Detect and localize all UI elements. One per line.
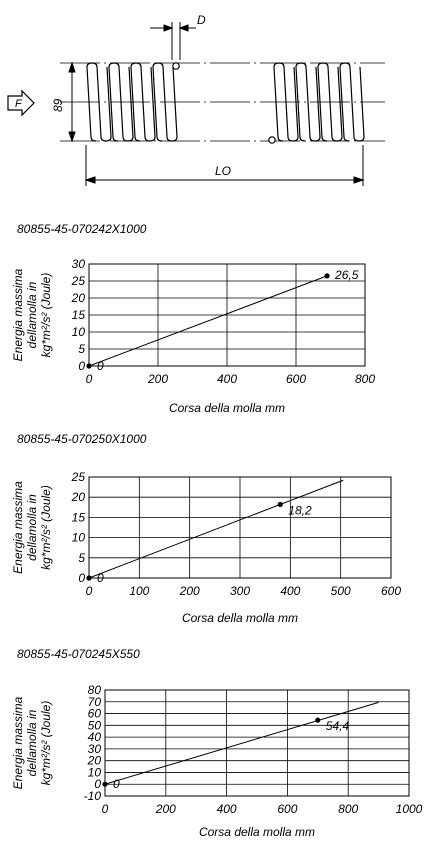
- x-tick-label: 300: [230, 584, 250, 598]
- data-label: 0: [113, 777, 120, 791]
- chart-title: 80855-45-070250X1000: [17, 432, 147, 446]
- y-tick-label: 0: [78, 571, 85, 585]
- y-axis-label: kg*m²/s² (Joule): [39, 485, 53, 570]
- chart-title: 80855-45-070245X550: [17, 647, 140, 661]
- y-tick-label: 15: [72, 510, 86, 524]
- data-point: [86, 363, 92, 369]
- x-tick-label: 400: [280, 584, 300, 598]
- x-tick-label: 1000: [396, 802, 423, 816]
- y-tick-label: 10: [72, 531, 86, 545]
- x-tick-label: 200: [155, 802, 176, 816]
- x-tick-label: 600: [286, 372, 306, 386]
- x-axis-label: Corsa della molla mm: [199, 825, 315, 839]
- y-tick-label: 30: [72, 257, 86, 271]
- x-tick-label: 0: [86, 372, 93, 386]
- y-tick-label: 50: [88, 718, 102, 732]
- y-tick-label: -10: [84, 789, 102, 803]
- x-tick-label: 800: [338, 802, 358, 816]
- chart-3-block: 80855-45-070245X550 -10 0 10 20 30 40 50 60 70 80…: [0, 643, 436, 856]
- x-tick-label: 600: [277, 802, 297, 816]
- y-axis-label: kg*m²/s² (Joule): [39, 701, 53, 786]
- y-tick-label: 60: [88, 707, 102, 721]
- x-tick-label: 800: [355, 372, 375, 386]
- diameter-label: D: [197, 13, 206, 27]
- x-tick-label: 600: [381, 584, 401, 598]
- series-line: [104, 701, 379, 785]
- spring-coils-right: [273, 62, 365, 142]
- x-tick-label: 200: [147, 372, 168, 386]
- height-label: 89: [51, 98, 65, 112]
- plot-frame: [104, 689, 410, 797]
- data-point: [102, 781, 108, 787]
- y-axis-label: Energia massima: [11, 696, 25, 789]
- series-line: [88, 275, 328, 367]
- y-axis-label: dellamolla in: [25, 281, 39, 348]
- y-tick-label: 0: [78, 359, 85, 373]
- y-axis-label: kg*m²/s² (Joule): [39, 273, 53, 358]
- y-tick-label: 70: [88, 695, 102, 709]
- x-tick-label: 0: [102, 802, 109, 816]
- x-tick-label: 0: [86, 584, 93, 598]
- data-label: 26,5: [334, 268, 359, 282]
- length-label: LO: [215, 164, 231, 178]
- spring-diagram: F D 89 LO: [7, 13, 385, 186]
- y-tick-label: 15: [72, 308, 86, 322]
- y-tick-label: 20: [71, 490, 86, 504]
- y-tick-label: 20: [87, 754, 102, 768]
- x-axis-label: Corsa della molla mm: [169, 401, 285, 415]
- x-tick-label: 400: [217, 802, 237, 816]
- plot-frame: [88, 476, 392, 579]
- y-tick-label: 5: [78, 342, 85, 356]
- x-tick-label: 500: [331, 584, 351, 598]
- data-label: 18,2: [288, 503, 312, 517]
- spring-end-bottom: [268, 136, 276, 144]
- data-label: 54,4: [326, 719, 350, 733]
- y-tick-label: 0: [94, 777, 101, 791]
- data-label: 0: [97, 571, 104, 585]
- chart-1-block: 80855-45-070242X1000 0 5 10 15 20 25 30 0 200 400…: [0, 218, 436, 418]
- data-point: [324, 273, 330, 279]
- data-label: 0: [97, 359, 104, 373]
- y-axis-label: Energia massima: [11, 268, 25, 361]
- y-tick-label: 80: [88, 683, 102, 697]
- series-line: [88, 479, 344, 579]
- y-tick-label: 40: [88, 730, 102, 744]
- data-point: [315, 717, 321, 723]
- y-tick-label: 10: [88, 765, 102, 779]
- plot-frame: [88, 263, 366, 367]
- y-tick-label: 25: [71, 274, 86, 288]
- y-tick-label: 30: [88, 742, 102, 756]
- spring-coils-left: [86, 62, 178, 142]
- x-axis-label: Corsa della molla mm: [182, 611, 298, 625]
- y-axis-label: dellamolla in: [25, 709, 39, 776]
- x-tick-label: 400: [217, 372, 237, 386]
- chart-2-block: 80855-45-070250X1000 0 5 10 15 20 25 0 100 200 30…: [0, 428, 436, 628]
- y-tick-label: 25: [71, 470, 86, 484]
- data-point: [86, 575, 92, 581]
- force-label: F: [15, 98, 23, 110]
- chart-title: 80855-45-070242X1000: [17, 222, 147, 236]
- y-axis-label: dellamolla in: [25, 494, 39, 561]
- data-point: [277, 501, 283, 508]
- y-tick-label: 10: [72, 325, 86, 339]
- x-tick-label: 200: [179, 584, 200, 598]
- y-axis-label: Energia massima: [11, 481, 25, 574]
- y-tick-label: 5: [78, 551, 85, 565]
- spring-end-top: [172, 62, 180, 70]
- y-tick-label: 20: [71, 291, 86, 305]
- x-tick-label: 100: [129, 584, 149, 598]
